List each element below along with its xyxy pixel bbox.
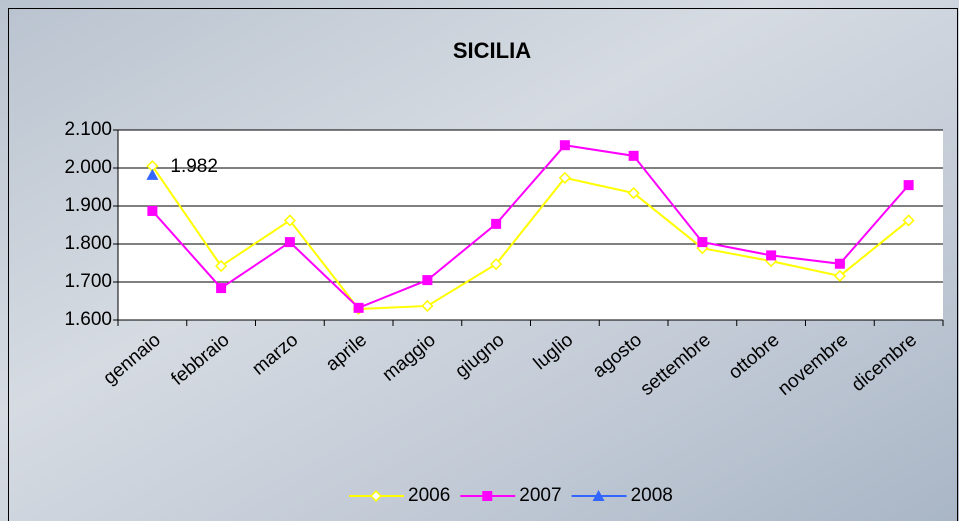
marker: [558, 171, 571, 184]
marker: [482, 491, 493, 501]
marker: [697, 237, 708, 248]
marker: [902, 214, 915, 227]
marker: [833, 269, 846, 282]
chart-frame: [8, 8, 958, 521]
legend-item: 2008: [571, 485, 673, 506]
marker: [421, 299, 434, 313]
legend-item: 2007: [460, 485, 562, 506]
marker: [491, 218, 502, 229]
marker: [627, 187, 640, 200]
marker: [216, 283, 227, 294]
marker: [353, 302, 364, 313]
y-tick-label: 2.100: [64, 119, 112, 140]
series-line: [151, 165, 910, 311]
plot-area: [118, 130, 943, 320]
legend-item: 2006: [349, 485, 450, 506]
marker: [147, 205, 158, 216]
marker: [215, 259, 228, 273]
marker: [903, 180, 914, 191]
series-line: [151, 144, 910, 310]
chart-title: SICILIA: [453, 38, 531, 63]
marker: [283, 214, 296, 227]
marker: [422, 275, 433, 286]
y-tick-label: 1.800: [64, 233, 112, 254]
y-tick-label: 1.900: [64, 195, 112, 216]
legend-label: 2008: [631, 485, 673, 506]
y-tick-label: 2.000: [64, 157, 112, 178]
legend-label: 2006: [408, 485, 450, 506]
marker: [146, 168, 159, 180]
marker: [559, 140, 570, 151]
marker: [490, 258, 503, 271]
marker: [766, 250, 777, 261]
marker: [592, 490, 605, 501]
data-label: 1.982: [170, 156, 218, 177]
marker: [369, 489, 383, 503]
y-tick-label: 1.600: [64, 309, 112, 330]
marker: [284, 237, 295, 248]
legend-label: 2007: [519, 485, 561, 506]
y-tick-label: 1.700: [64, 271, 112, 292]
marker: [834, 258, 845, 269]
marker: [628, 150, 639, 161]
